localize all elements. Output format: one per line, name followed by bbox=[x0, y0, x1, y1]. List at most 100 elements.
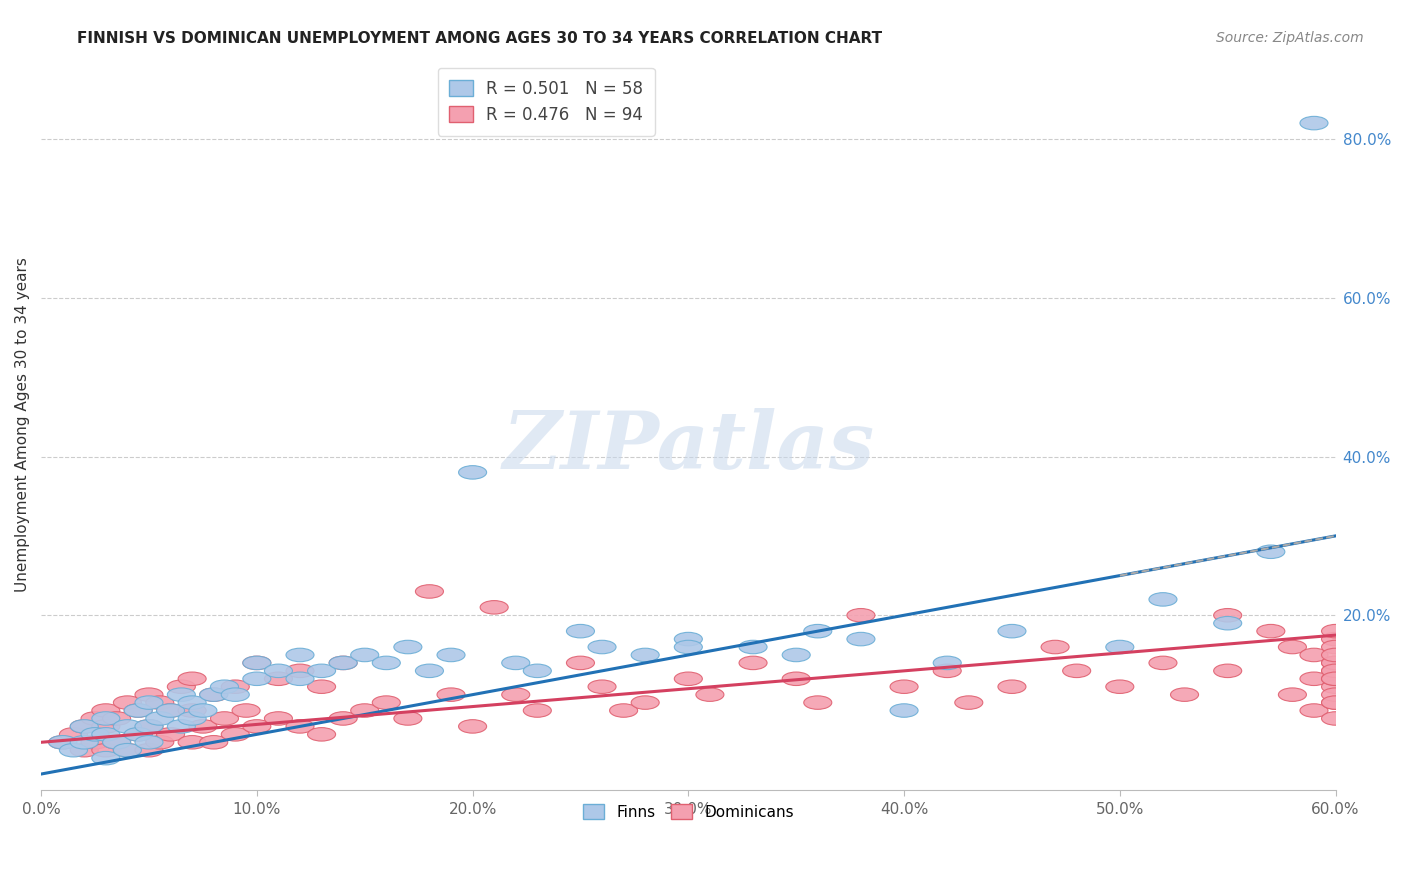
Ellipse shape bbox=[308, 680, 336, 693]
Ellipse shape bbox=[1322, 664, 1350, 678]
Ellipse shape bbox=[59, 728, 87, 741]
Y-axis label: Unemployment Among Ages 30 to 34 years: Unemployment Among Ages 30 to 34 years bbox=[15, 257, 30, 592]
Ellipse shape bbox=[114, 743, 142, 757]
Ellipse shape bbox=[437, 648, 465, 662]
Ellipse shape bbox=[179, 736, 207, 749]
Ellipse shape bbox=[59, 743, 87, 757]
Ellipse shape bbox=[1322, 680, 1350, 693]
Ellipse shape bbox=[1213, 608, 1241, 622]
Ellipse shape bbox=[1040, 640, 1069, 654]
Ellipse shape bbox=[782, 648, 810, 662]
Ellipse shape bbox=[1322, 632, 1350, 646]
Ellipse shape bbox=[1257, 624, 1285, 638]
Ellipse shape bbox=[70, 743, 98, 757]
Ellipse shape bbox=[1301, 704, 1329, 717]
Ellipse shape bbox=[70, 736, 98, 749]
Ellipse shape bbox=[1278, 640, 1306, 654]
Ellipse shape bbox=[1322, 696, 1350, 709]
Ellipse shape bbox=[934, 664, 962, 678]
Ellipse shape bbox=[394, 712, 422, 725]
Ellipse shape bbox=[1063, 664, 1091, 678]
Ellipse shape bbox=[243, 720, 271, 733]
Ellipse shape bbox=[1322, 672, 1350, 686]
Ellipse shape bbox=[188, 704, 217, 717]
Ellipse shape bbox=[285, 664, 314, 678]
Ellipse shape bbox=[1322, 624, 1350, 638]
Ellipse shape bbox=[1322, 672, 1350, 686]
Ellipse shape bbox=[479, 600, 508, 614]
Ellipse shape bbox=[329, 712, 357, 725]
Ellipse shape bbox=[567, 624, 595, 638]
Ellipse shape bbox=[631, 696, 659, 709]
Ellipse shape bbox=[1322, 712, 1350, 725]
Ellipse shape bbox=[135, 720, 163, 733]
Ellipse shape bbox=[1213, 664, 1241, 678]
Ellipse shape bbox=[124, 704, 152, 717]
Ellipse shape bbox=[1322, 657, 1350, 670]
Ellipse shape bbox=[146, 696, 174, 709]
Ellipse shape bbox=[1301, 116, 1329, 130]
Ellipse shape bbox=[350, 648, 378, 662]
Ellipse shape bbox=[373, 696, 401, 709]
Text: Source: ZipAtlas.com: Source: ZipAtlas.com bbox=[1216, 31, 1364, 45]
Ellipse shape bbox=[846, 608, 875, 622]
Ellipse shape bbox=[91, 712, 120, 725]
Ellipse shape bbox=[329, 657, 357, 670]
Ellipse shape bbox=[1149, 592, 1177, 607]
Ellipse shape bbox=[179, 696, 207, 709]
Ellipse shape bbox=[502, 688, 530, 701]
Ellipse shape bbox=[114, 696, 142, 709]
Ellipse shape bbox=[232, 704, 260, 717]
Ellipse shape bbox=[1149, 657, 1177, 670]
Ellipse shape bbox=[211, 712, 239, 725]
Ellipse shape bbox=[1301, 672, 1329, 686]
Ellipse shape bbox=[124, 728, 152, 741]
Ellipse shape bbox=[200, 688, 228, 701]
Ellipse shape bbox=[1257, 545, 1285, 558]
Ellipse shape bbox=[998, 624, 1026, 638]
Ellipse shape bbox=[135, 736, 163, 749]
Ellipse shape bbox=[588, 680, 616, 693]
Ellipse shape bbox=[285, 648, 314, 662]
Ellipse shape bbox=[373, 657, 401, 670]
Ellipse shape bbox=[1171, 688, 1198, 701]
Ellipse shape bbox=[329, 657, 357, 670]
Ellipse shape bbox=[91, 704, 120, 717]
Ellipse shape bbox=[103, 736, 131, 749]
Ellipse shape bbox=[415, 585, 443, 599]
Ellipse shape bbox=[740, 657, 768, 670]
Ellipse shape bbox=[179, 712, 207, 725]
Ellipse shape bbox=[146, 712, 174, 725]
Ellipse shape bbox=[146, 736, 174, 749]
Ellipse shape bbox=[49, 736, 77, 749]
Ellipse shape bbox=[103, 736, 131, 749]
Ellipse shape bbox=[91, 720, 120, 733]
Ellipse shape bbox=[167, 680, 195, 693]
Ellipse shape bbox=[740, 640, 768, 654]
Ellipse shape bbox=[458, 466, 486, 479]
Ellipse shape bbox=[782, 672, 810, 686]
Ellipse shape bbox=[243, 657, 271, 670]
Ellipse shape bbox=[1322, 696, 1350, 709]
Ellipse shape bbox=[1322, 664, 1350, 678]
Ellipse shape bbox=[804, 696, 832, 709]
Ellipse shape bbox=[890, 704, 918, 717]
Ellipse shape bbox=[264, 664, 292, 678]
Ellipse shape bbox=[437, 688, 465, 701]
Ellipse shape bbox=[955, 696, 983, 709]
Ellipse shape bbox=[179, 704, 207, 717]
Legend: Finns, Dominicans: Finns, Dominicans bbox=[576, 798, 800, 826]
Ellipse shape bbox=[1105, 680, 1133, 693]
Ellipse shape bbox=[804, 624, 832, 638]
Ellipse shape bbox=[1322, 657, 1350, 670]
Ellipse shape bbox=[1105, 640, 1133, 654]
Ellipse shape bbox=[156, 704, 184, 717]
Ellipse shape bbox=[200, 688, 228, 701]
Ellipse shape bbox=[114, 720, 142, 733]
Ellipse shape bbox=[70, 720, 98, 733]
Ellipse shape bbox=[394, 640, 422, 654]
Ellipse shape bbox=[49, 736, 77, 749]
Ellipse shape bbox=[221, 728, 249, 741]
Ellipse shape bbox=[135, 720, 163, 733]
Ellipse shape bbox=[308, 664, 336, 678]
